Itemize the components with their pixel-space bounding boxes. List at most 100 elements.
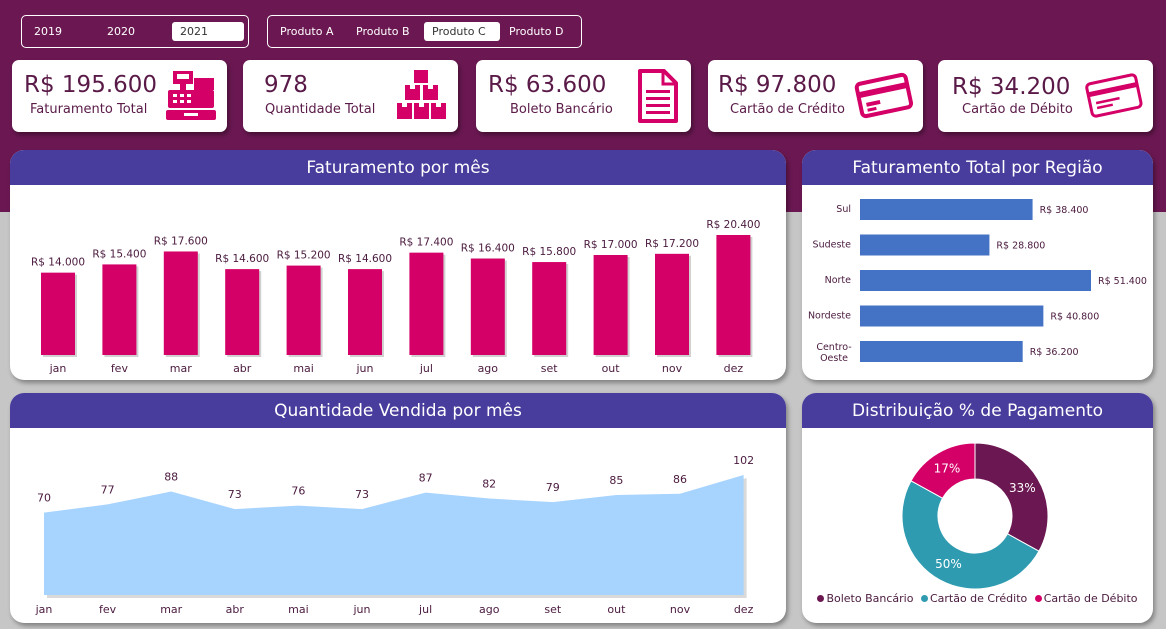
year-option-2021[interactable]: 2021 [172,22,244,41]
bar-dez [716,235,751,355]
credit-card-icon [854,72,914,119]
debit-card-icon [1085,73,1143,118]
x-tick-jun: jun [356,362,374,375]
kpi-value: R$ 63.600 [488,72,607,98]
x-tick-fev: fev [99,603,117,616]
x-tick-ago: ago [479,603,500,616]
bar-mar [163,251,198,355]
x-tick-set: set [544,603,561,616]
bar-fev [102,264,137,355]
legend-item-boleto[interactable]: Boleto Bancário [817,592,913,605]
x-tick-jul: jul [419,362,433,375]
region-tick-4-line1: Centro- [816,342,851,353]
product-option-c[interactable]: Produto C [424,22,500,41]
region-bar-1 [860,234,990,256]
x-tick-mar: mar [160,603,182,616]
legend-item-debito[interactable]: Cartão de Débito [1034,592,1138,605]
product-option-b[interactable]: Produto B [356,25,410,38]
product-option-a[interactable]: Produto A [280,25,334,38]
x-tick-nov: nov [670,603,691,616]
point-label-abr: 73 [228,488,242,501]
x-tick-out: out [607,603,626,616]
point-label-fev: 77 [101,483,115,496]
x-tick-set: set [541,362,558,375]
year-option-2019[interactable]: 2019 [34,25,62,38]
region-bar-label-4: R$ 36.200 [1030,347,1079,358]
region-bar-0 [860,199,1033,220]
region-tick-0: Sul [836,204,851,215]
point-label-nov: 86 [673,473,687,486]
x-tick-ago: ago [478,362,499,375]
panel-monthly-quantity: 70 jan 77 fev 88 mar 73 abr 76 mai 73 jun 87 jul 82 ago… [10,393,786,623]
bar-label-nov: R$ 17.200 [645,238,699,250]
x-tick-jan: jan [49,362,67,375]
bar-label-mai: R$ 15.200 [277,250,331,262]
cash-register-icon [166,71,216,120]
quantity-area [44,475,744,595]
legend-item-credito[interactable]: Cartão de Crédito [920,592,1027,605]
region-tick-1: Sudeste [813,240,852,251]
panel-payment-distribution: 33% 50% 17% Distribuição % de Pagamento Bo… [802,393,1153,623]
bar-label-set: R$ 15.800 [522,246,576,258]
payment-distribution-chart: 33% 50% 17% [901,442,1049,590]
bar-label-jun: R$ 14.600 [338,253,392,265]
region-tick-2: Norte [825,275,852,286]
bar-label-out: R$ 17.000 [584,239,638,251]
region-tick-4-line2: Oeste [820,353,848,364]
x-tick-nov: nov [662,362,683,375]
kpi-value: R$ 195.600 [24,72,158,98]
bar-abr [225,269,260,355]
bar-label-abr: R$ 14.600 [215,253,269,265]
kpi-label: Quantidade Total [265,102,376,117]
donut-slice-1 [901,480,1040,590]
monthly-quantity-chart: 70 jan 77 fev 88 mar 73 abr 76 mai 73 jun 87 jul 82 ago… [35,454,754,616]
bar-label-jul: R$ 17.400 [399,237,453,249]
x-tick-mai: mai [288,603,309,616]
panel-title: Distribuição % de Pagamento [802,393,1153,428]
legend-swatch [817,595,825,602]
bar-ago [470,258,505,355]
kpi-value: 978 [264,72,308,98]
point-label-dez: 102 [733,454,754,467]
region-tick-3: Nordeste [808,311,851,322]
x-tick-abr: abr [226,603,245,616]
region-bar-label-1: R$ 28.800 [996,241,1045,252]
bar-mai [286,265,321,355]
bar-set [532,262,567,355]
monthly-revenue-chart: R$ 14.000 jan R$ 15.400 fev R$ 17.600 mar R$ 1… [31,219,760,375]
bar-jun [348,269,382,355]
bar-nov [655,253,689,355]
x-tick-jan: jan [35,603,53,616]
x-tick-out: out [602,362,621,375]
legend-label: Boleto Bancário [826,592,914,605]
bar-jul [409,252,444,355]
legend-swatch [920,595,928,602]
point-label-mar: 88 [164,470,178,483]
panel-monthly-revenue: R$ 14.000 jan R$ 15.400 fev R$ 17.600 mar R$ 1… [10,150,786,380]
document-icon [638,69,678,123]
donut-label-2: 17% [934,462,961,476]
point-label-jun: 73 [355,488,369,501]
kpi-boleto-bancario: R$ 63.600 Boleto Bancário [476,60,691,132]
donut-slice-0 [974,442,1049,552]
product-option-d[interactable]: Produto D [509,25,564,38]
bar-label-ago: R$ 16.400 [461,243,515,255]
point-label-set: 79 [546,481,560,494]
panel-title: Faturamento por mês [10,150,786,185]
point-label-ago: 82 [482,478,496,491]
payment-legend: Boleto Bancário Cartão de Crédito Cartão… [802,592,1153,605]
x-tick-mai: mai [293,362,314,375]
boxes-icon [397,70,446,119]
kpi-value: R$ 97.800 [718,72,837,98]
region-bar-3 [860,305,1044,327]
region-revenue-chart: R$ 38.400 Sul R$ 28.800 Sudeste R$ 51.400 Nor… [808,199,1147,364]
bar-label-jan: R$ 14.000 [31,257,85,269]
legend-label: Cartão de Débito [1043,592,1138,605]
bar-out [593,255,628,355]
kpi-value: R$ 34.200 [952,74,1071,100]
donut-label-1: 50% [935,557,962,571]
bar-label-mar: R$ 17.600 [154,235,208,247]
x-tick-fev: fev [111,362,129,375]
year-option-2020[interactable]: 2020 [107,25,135,38]
kpi-cartao-debito: R$ 34.200 Cartão de Débito [938,60,1153,132]
